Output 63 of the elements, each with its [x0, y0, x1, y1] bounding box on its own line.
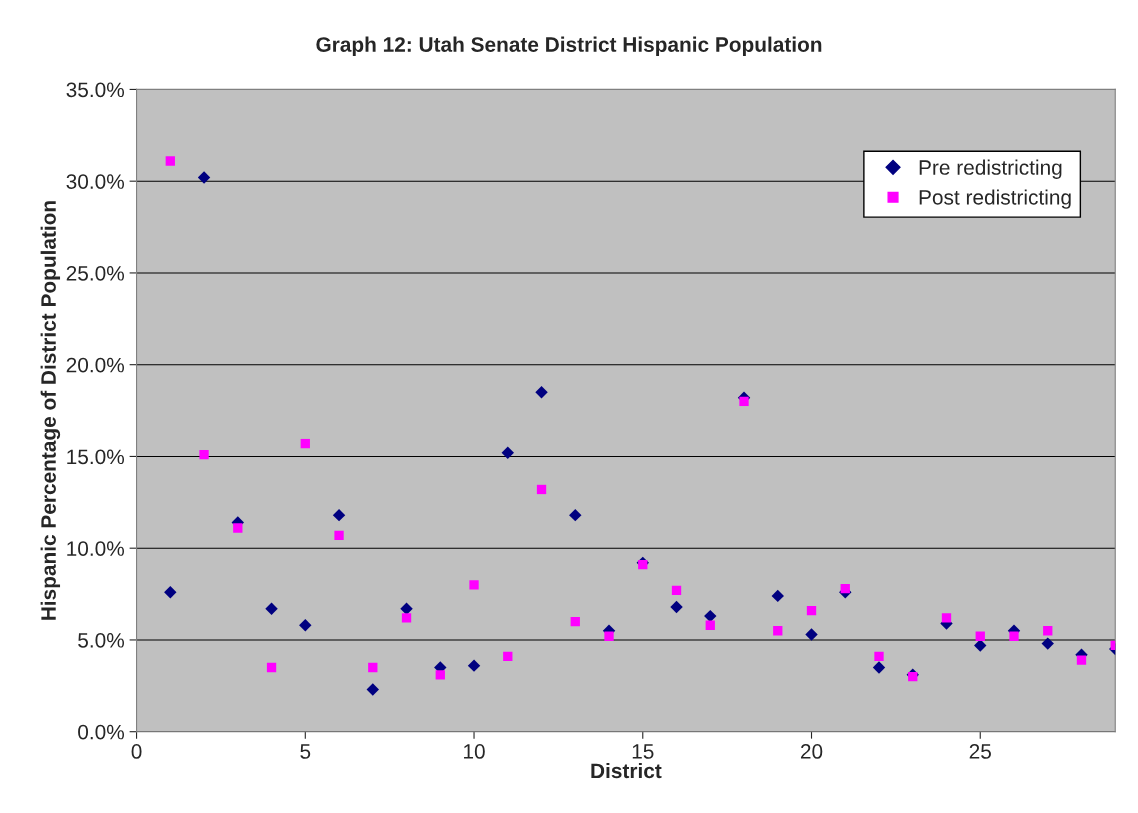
point	[467, 659, 481, 672]
x-tick-label: 5	[300, 744, 311, 759]
point	[334, 530, 344, 541]
point	[300, 438, 310, 449]
legend-label: Pre redistricting	[919, 159, 1062, 179]
point	[1009, 631, 1019, 641]
point	[535, 386, 548, 399]
point	[503, 651, 513, 662]
point	[941, 613, 952, 623]
y-tick-label: 20.0%	[66, 357, 125, 373]
point	[806, 605, 817, 616]
point	[638, 560, 648, 570]
point	[435, 670, 445, 680]
x-axis-title: District	[591, 762, 662, 779]
point	[840, 583, 850, 594]
y-tick-label: 0.0%	[78, 724, 125, 740]
point	[670, 600, 683, 614]
point	[569, 508, 582, 522]
point	[265, 602, 278, 615]
point	[401, 613, 412, 623]
point	[872, 661, 886, 674]
point	[299, 619, 312, 632]
point	[368, 662, 378, 673]
x-tick-label: 0	[131, 744, 142, 759]
y-tick-label: 25.0%	[66, 265, 125, 281]
point	[536, 484, 547, 495]
point	[400, 602, 413, 615]
y-axis-title: Hispanic Percentage of District Population	[40, 201, 61, 620]
legend-label: Post redistricting	[919, 189, 1071, 209]
point	[874, 651, 884, 662]
point	[197, 171, 211, 184]
point	[771, 589, 784, 603]
x-tick-label: 20	[800, 744, 823, 759]
point	[604, 631, 614, 641]
y-tick-label: 10.0%	[67, 541, 125, 556]
x-tick-label: 10	[464, 744, 485, 759]
point	[501, 446, 514, 459]
y-tick-label: 35.0%	[66, 82, 125, 98]
point	[671, 585, 682, 596]
point	[332, 508, 346, 522]
point	[570, 616, 580, 627]
point	[773, 626, 783, 636]
point	[975, 631, 985, 641]
point	[705, 620, 715, 630]
x-tick-label: 15	[632, 744, 654, 759]
point	[704, 609, 717, 623]
y-tick-label: 5.0%	[78, 632, 125, 648]
point	[739, 396, 749, 407]
point	[164, 586, 177, 599]
point	[366, 683, 379, 696]
point	[1041, 637, 1054, 650]
chart-title: Graph 12: Utah Senate District Hispanic Population	[316, 36, 822, 57]
point	[199, 449, 209, 460]
x-tick-label: 25	[969, 744, 991, 759]
point	[469, 580, 479, 590]
y-tick-label: 15.0%	[67, 449, 125, 465]
point	[266, 662, 277, 673]
point	[1076, 655, 1087, 665]
point	[1043, 626, 1053, 636]
point	[805, 628, 818, 641]
point	[165, 156, 175, 166]
y-tick-label: 30.0%	[66, 174, 125, 189]
point	[233, 523, 243, 533]
